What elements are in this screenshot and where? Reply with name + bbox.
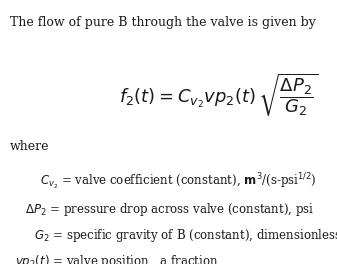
Text: $\Delta P_2$ = pressure drop across valve (constant), psi: $\Delta P_2$ = pressure drop across valv… [25,201,314,218]
Text: where: where [10,140,50,153]
Text: $G_2$ = specific gravity of B (constant), dimensionless: $G_2$ = specific gravity of B (constant)… [34,227,337,244]
Text: $C_{v_2}$ = valve coefficient (constant), $\mathbf{m}^3$/(s-psi$^{1/2}$): $C_{v_2}$ = valve coefficient (constant)… [40,172,317,192]
Text: $vp_2(t)$ = valve position,  a fraction: $vp_2(t)$ = valve position, a fraction [15,253,219,264]
Text: $f_2(t) = C_{v_2}vp_2(t)\,\sqrt{\dfrac{\Delta P_2}{G_2}}$: $f_2(t) = C_{v_2}vp_2(t)\,\sqrt{\dfrac{\… [120,71,318,118]
Text: The flow of pure B through the valve is given by: The flow of pure B through the valve is … [10,16,316,29]
